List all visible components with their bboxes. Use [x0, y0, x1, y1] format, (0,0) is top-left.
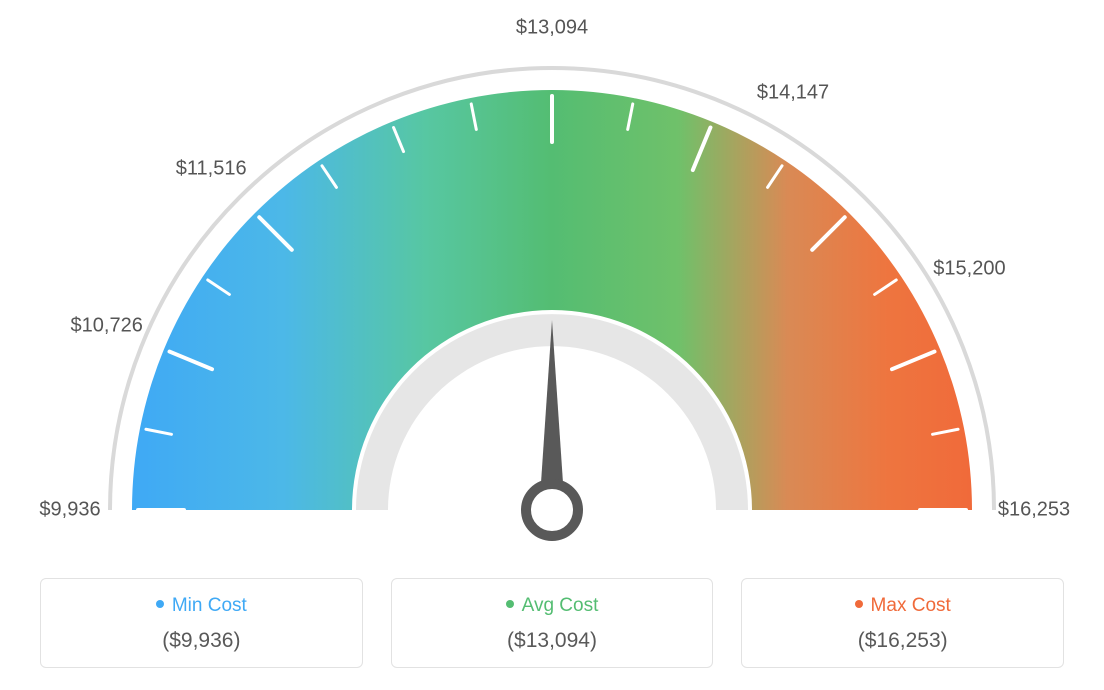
gauge-scale-label: $9,936: [39, 499, 100, 522]
gauge-scale-label: $16,253: [998, 499, 1070, 522]
gauge-chart-container: $9,936 $10,726 $11,516 $13,094 $14,147 $15,20…: [0, 0, 1104, 690]
avg-cost-title-text: Avg Cost: [522, 595, 599, 616]
gauge-area: $9,936 $10,726 $11,516 $13,094 $14,147 $15,20…: [0, 0, 1104, 560]
min-cost-value: ($9,936): [51, 629, 352, 653]
min-dot-icon: [156, 600, 164, 608]
max-dot-icon: [855, 600, 863, 608]
gauge-scale-label: $15,200: [933, 258, 1005, 281]
max-cost-title-text: Max Cost: [871, 595, 951, 616]
max-cost-title: Max Cost: [752, 595, 1053, 617]
max-cost-card: Max Cost ($16,253): [741, 578, 1064, 668]
summary-cards: Min Cost ($9,936) Avg Cost ($13,094) Max…: [40, 578, 1064, 668]
min-cost-title: Min Cost: [51, 595, 352, 617]
gauge-scale-label: $13,094: [516, 17, 588, 40]
gauge-scale-label: $14,147: [757, 81, 829, 104]
gauge-scale-label: $11,516: [176, 158, 247, 181]
max-cost-value: ($16,253): [752, 629, 1053, 653]
min-cost-title-text: Min Cost: [172, 595, 247, 616]
avg-cost-value: ($13,094): [402, 629, 703, 653]
avg-cost-title: Avg Cost: [402, 595, 703, 617]
min-cost-card: Min Cost ($9,936): [40, 578, 363, 668]
gauge-scale-label: $10,726: [71, 314, 143, 337]
avg-cost-card: Avg Cost ($13,094): [391, 578, 714, 668]
avg-dot-icon: [506, 600, 514, 608]
